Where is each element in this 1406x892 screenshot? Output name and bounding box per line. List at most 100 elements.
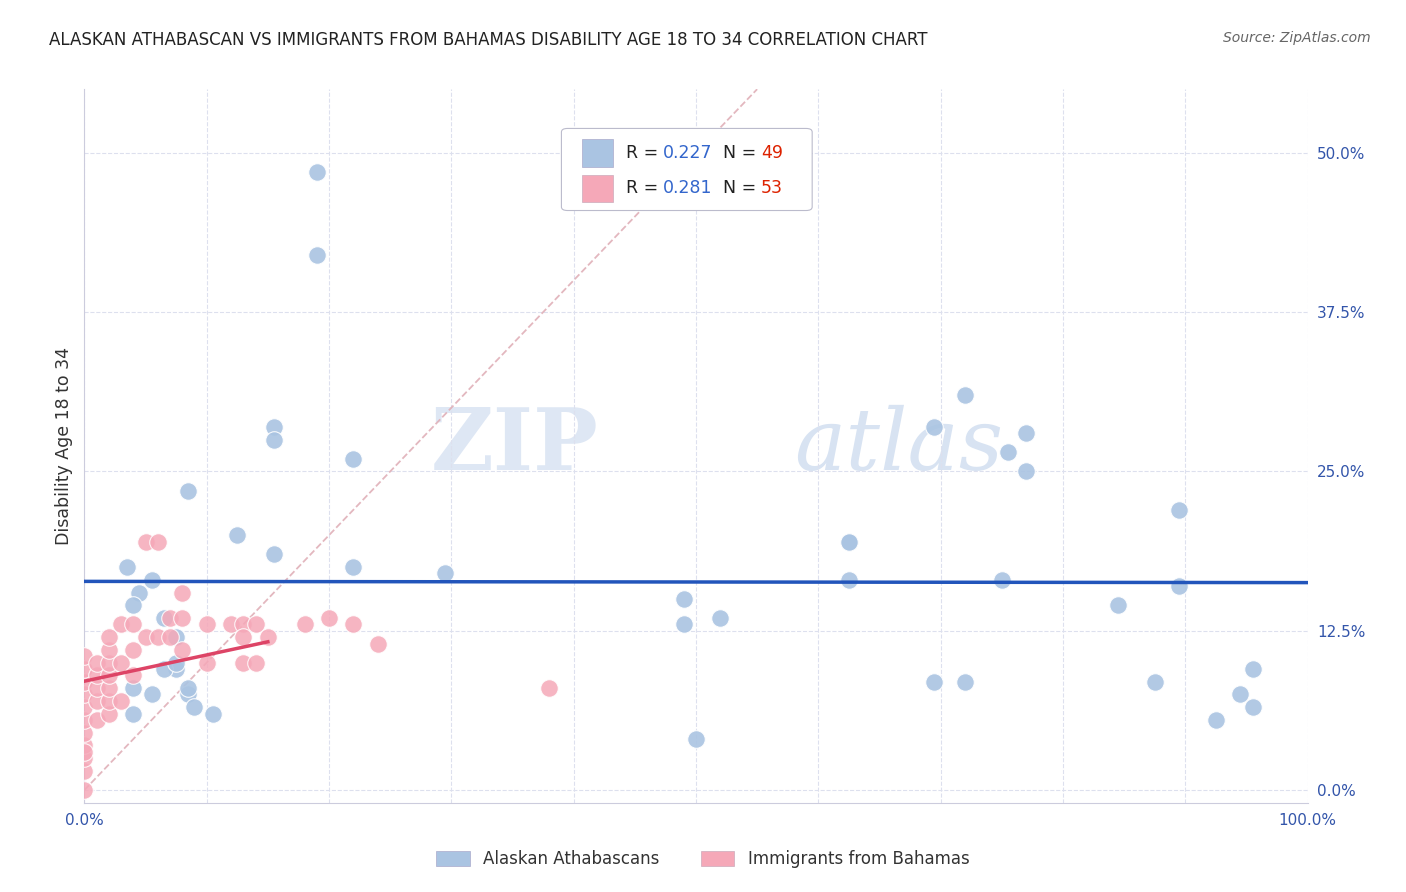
- Point: [232, 630, 254, 644]
- Text: N =: N =: [711, 179, 762, 197]
- Point: [263, 433, 285, 447]
- Point: [177, 688, 200, 702]
- Point: [1241, 700, 1264, 714]
- Point: [97, 643, 120, 657]
- Point: [73, 725, 96, 739]
- Point: [183, 700, 205, 714]
- Point: [146, 534, 169, 549]
- Point: [1015, 465, 1038, 479]
- Point: [153, 662, 176, 676]
- Point: [1143, 674, 1166, 689]
- Point: [110, 656, 132, 670]
- Point: [172, 585, 194, 599]
- Point: [172, 611, 194, 625]
- Point: [73, 649, 96, 664]
- Point: [1015, 426, 1038, 441]
- Point: [195, 656, 218, 670]
- FancyBboxPatch shape: [561, 128, 813, 211]
- Point: [73, 764, 96, 778]
- Text: R =: R =: [626, 179, 664, 197]
- Point: [1205, 713, 1227, 727]
- Point: [122, 681, 145, 695]
- Point: [953, 388, 976, 402]
- Point: [122, 599, 145, 613]
- Point: [201, 706, 224, 721]
- Point: [165, 656, 187, 670]
- Point: [1168, 579, 1191, 593]
- Point: [97, 656, 120, 670]
- Text: 49: 49: [761, 144, 783, 162]
- Point: [263, 547, 285, 561]
- Point: [838, 573, 860, 587]
- Point: [177, 681, 200, 695]
- Point: [86, 656, 108, 670]
- Point: [1168, 502, 1191, 516]
- Point: [305, 165, 328, 179]
- Point: [135, 534, 157, 549]
- Point: [73, 700, 96, 714]
- Point: [97, 706, 120, 721]
- Text: R =: R =: [626, 144, 664, 162]
- Point: [342, 451, 364, 466]
- Point: [226, 528, 249, 542]
- Point: [672, 617, 695, 632]
- Point: [245, 617, 267, 632]
- Point: [73, 662, 96, 676]
- Point: [294, 617, 316, 632]
- Point: [990, 573, 1012, 587]
- Point: [1241, 662, 1264, 676]
- Point: [672, 591, 695, 606]
- Point: [73, 745, 96, 759]
- Text: ALASKAN ATHABASCAN VS IMMIGRANTS FROM BAHAMAS DISABILITY AGE 18 TO 34 CORRELATIO: ALASKAN ATHABASCAN VS IMMIGRANTS FROM BA…: [49, 31, 928, 49]
- Point: [141, 688, 163, 702]
- Point: [263, 420, 285, 434]
- Point: [97, 668, 120, 682]
- Y-axis label: Disability Age 18 to 34: Disability Age 18 to 34: [55, 347, 73, 545]
- Point: [924, 674, 946, 689]
- Point: [195, 617, 218, 632]
- Text: atlas: atlas: [794, 405, 1002, 487]
- Point: [177, 483, 200, 498]
- Point: [122, 643, 145, 657]
- Point: [232, 656, 254, 670]
- Point: [110, 617, 132, 632]
- Legend: Alaskan Athabascans, Immigrants from Bahamas: Alaskan Athabascans, Immigrants from Bah…: [430, 844, 976, 875]
- Point: [219, 617, 242, 632]
- Point: [135, 630, 157, 644]
- Point: [367, 636, 389, 650]
- Point: [141, 573, 163, 587]
- Point: [86, 668, 108, 682]
- Point: [342, 560, 364, 574]
- Point: [245, 656, 267, 670]
- Point: [86, 713, 108, 727]
- Point: [1229, 688, 1251, 702]
- Point: [838, 534, 860, 549]
- Point: [924, 420, 946, 434]
- Text: 0.227: 0.227: [664, 144, 713, 162]
- Point: [128, 585, 150, 599]
- Point: [318, 611, 340, 625]
- Point: [953, 674, 976, 689]
- Point: [86, 681, 108, 695]
- Point: [73, 674, 96, 689]
- Point: [97, 681, 120, 695]
- Point: [86, 694, 108, 708]
- Point: [159, 611, 181, 625]
- Bar: [582, 139, 613, 167]
- Text: N =: N =: [711, 144, 762, 162]
- Point: [838, 534, 860, 549]
- Point: [232, 617, 254, 632]
- Point: [110, 694, 132, 708]
- Point: [709, 611, 731, 625]
- Point: [165, 630, 187, 644]
- Point: [73, 688, 96, 702]
- Text: ZIP: ZIP: [430, 404, 598, 488]
- Text: Source: ZipAtlas.com: Source: ZipAtlas.com: [1223, 31, 1371, 45]
- Point: [165, 662, 187, 676]
- Point: [122, 617, 145, 632]
- Point: [115, 560, 138, 574]
- Bar: [582, 175, 613, 202]
- Point: [73, 783, 96, 797]
- Point: [97, 694, 120, 708]
- Point: [153, 611, 176, 625]
